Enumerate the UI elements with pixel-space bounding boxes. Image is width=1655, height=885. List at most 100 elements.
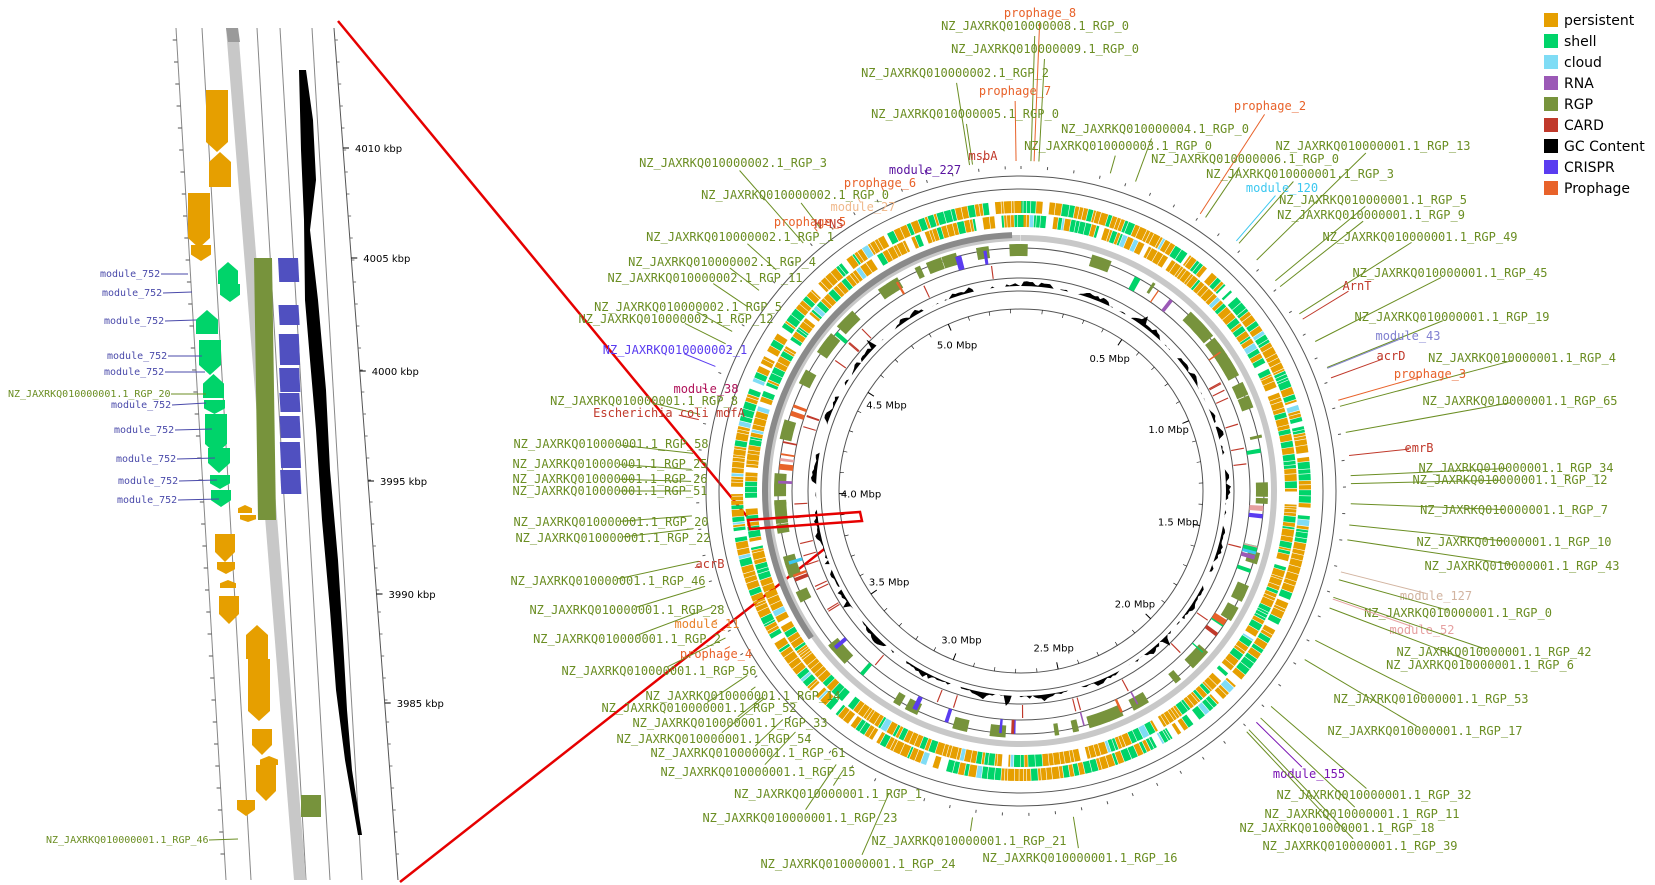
gene-block: [746, 514, 759, 520]
gene-block: [787, 631, 801, 643]
gene-block: [1245, 625, 1259, 637]
gene-block: [757, 607, 772, 618]
label-leader: [1314, 277, 1442, 342]
region-label: NZ_JAXRKQ010000001.1_RGP_24: [760, 857, 955, 871]
gene-block: [845, 274, 857, 288]
gene-block: [1257, 607, 1269, 615]
label-leader: [1109, 155, 1116, 174]
gene-arrow: [188, 193, 210, 248]
feature-block: [834, 331, 849, 344]
rgp-block: [1237, 395, 1254, 412]
gene-block: [910, 220, 922, 234]
gene-block: [1213, 281, 1224, 293]
gene-block: [1004, 215, 1007, 228]
minor-tick: [1147, 615, 1151, 619]
minor-tick: [928, 333, 932, 338]
feature-block: [1150, 290, 1159, 303]
gene-block: [1205, 293, 1217, 306]
feature-block: [794, 573, 809, 582]
gene-block: [1240, 656, 1255, 669]
gene-block: [1158, 730, 1169, 743]
scale-tick-label: 2.5 Mbp: [1033, 644, 1073, 655]
gene-block: [1169, 245, 1182, 260]
gene-block: [974, 204, 981, 217]
gene-block: [806, 291, 820, 304]
gene-block: [1260, 629, 1273, 639]
gene-block: [792, 662, 806, 675]
gene-block: [849, 272, 860, 284]
card-mark: [923, 285, 930, 298]
card-mark: [816, 583, 829, 591]
gene-block: [820, 298, 833, 310]
rgp-block: [1088, 254, 1112, 273]
region-label: NZ_JAXRKQ010000006.1_RGP_0: [1151, 152, 1339, 166]
region-label: module_38: [673, 382, 738, 396]
region-label: NZ_JAXRKQ010000001.1_RGP_61: [650, 746, 845, 760]
gene-block: [1052, 752, 1061, 765]
gene-block: [750, 432, 764, 439]
feature-block: [782, 441, 797, 446]
gene-block: [1239, 311, 1252, 322]
scale-tick-label: 4.0 Mbp: [841, 489, 881, 500]
gene-block: [889, 739, 898, 752]
gene-block: [1030, 768, 1039, 781]
gene-block: [759, 576, 774, 587]
gene-arrow: [220, 284, 240, 302]
outer-tick: [772, 280, 776, 284]
gene-block: [1277, 424, 1290, 432]
gene-block: [984, 752, 990, 765]
gene-block: [933, 213, 940, 226]
outer-tick: [709, 397, 713, 399]
gene-block: [946, 745, 953, 758]
gene-block: [737, 429, 750, 435]
gene-block: [997, 754, 1003, 767]
gene-block: [954, 207, 964, 221]
gene-block: [1289, 417, 1303, 424]
zoom-tick-label: 4010 kbp: [355, 144, 402, 155]
gene-block: [1283, 460, 1296, 466]
region-label: NZ_JAXRKQ010000001.1_RGP_56: [561, 664, 756, 678]
region-label: acrD: [1377, 349, 1406, 363]
gene-block: [935, 741, 946, 756]
outer-tick: [1156, 782, 1159, 786]
gene-arrow: [204, 400, 225, 414]
card-mark: [1215, 397, 1229, 404]
label-leader: [754, 719, 784, 747]
outer-tick: [809, 243, 813, 247]
gene-block: [752, 377, 766, 386]
gene-block: [1253, 637, 1268, 650]
gene-block: [1298, 473, 1311, 481]
gene-block: [1284, 473, 1297, 482]
minor-tick: [1151, 366, 1155, 371]
gene-block: [924, 738, 932, 751]
gene-block: [959, 748, 966, 761]
label-leader: [620, 515, 692, 522]
gene-block: [870, 240, 881, 254]
gene-block: [1167, 708, 1177, 721]
gene-block: [908, 732, 919, 746]
feature-block: [778, 480, 793, 484]
gene-block: [1241, 338, 1254, 350]
card-mark: [1225, 423, 1239, 429]
label-leader: [832, 769, 845, 786]
gene-block: [1120, 748, 1132, 762]
gene-block: [799, 321, 813, 334]
gene-block: [835, 704, 846, 716]
zoom-module-block: [279, 368, 301, 392]
label-leader: [619, 478, 692, 482]
gene-block: [1216, 665, 1229, 677]
label-leader: [696, 311, 733, 332]
feature-block: [778, 463, 794, 471]
gene-block: [1281, 447, 1295, 456]
gene-block: [760, 613, 775, 625]
gene-block: [1293, 541, 1307, 551]
gene-block: [743, 570, 756, 579]
gene-block: [1252, 357, 1266, 369]
gene-block: [956, 747, 962, 760]
gene-block: [1091, 210, 1097, 223]
legend-swatch: [1544, 139, 1558, 153]
gene-block: [1007, 768, 1015, 781]
gene-block: [932, 755, 942, 769]
gene-block: [1048, 202, 1056, 215]
region-label: NZ_JAXRKQ010000001.1_RGP_10: [1416, 535, 1611, 549]
